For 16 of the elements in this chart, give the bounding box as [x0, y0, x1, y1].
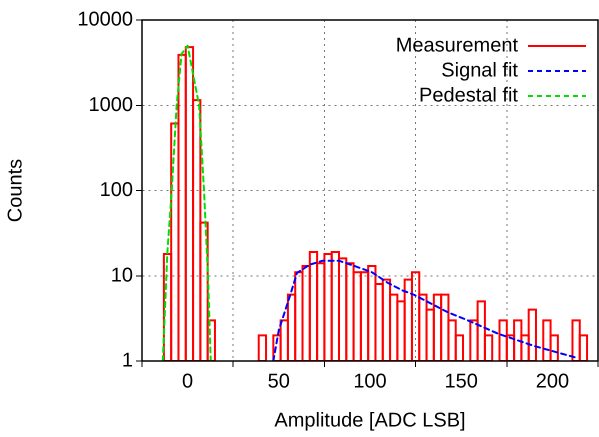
y-tick-label: 10000 — [77, 8, 133, 31]
x-tick-label: 150 — [444, 370, 478, 393]
y-tick-label: 1 — [122, 350, 133, 372]
y-tick-label: 1000 — [88, 94, 133, 116]
x-tick-label: 50 — [268, 370, 290, 393]
y-tick-label: 100 — [100, 179, 133, 202]
legend-label: Measurement — [396, 34, 518, 57]
y-axis-title: Counts — [4, 158, 27, 222]
x-axis-title: Amplitude [ADC LSB] — [274, 410, 466, 432]
x-tick-label: 100 — [353, 370, 387, 393]
x-tick-label: 200 — [536, 370, 570, 393]
y-tick-label: 10 — [110, 264, 133, 286]
legend-label: Pedestal fit — [419, 84, 518, 107]
line-series — [162, 44, 212, 361]
legend-label: Signal fit — [441, 60, 518, 82]
x-tick-label: 0 — [182, 370, 194, 393]
